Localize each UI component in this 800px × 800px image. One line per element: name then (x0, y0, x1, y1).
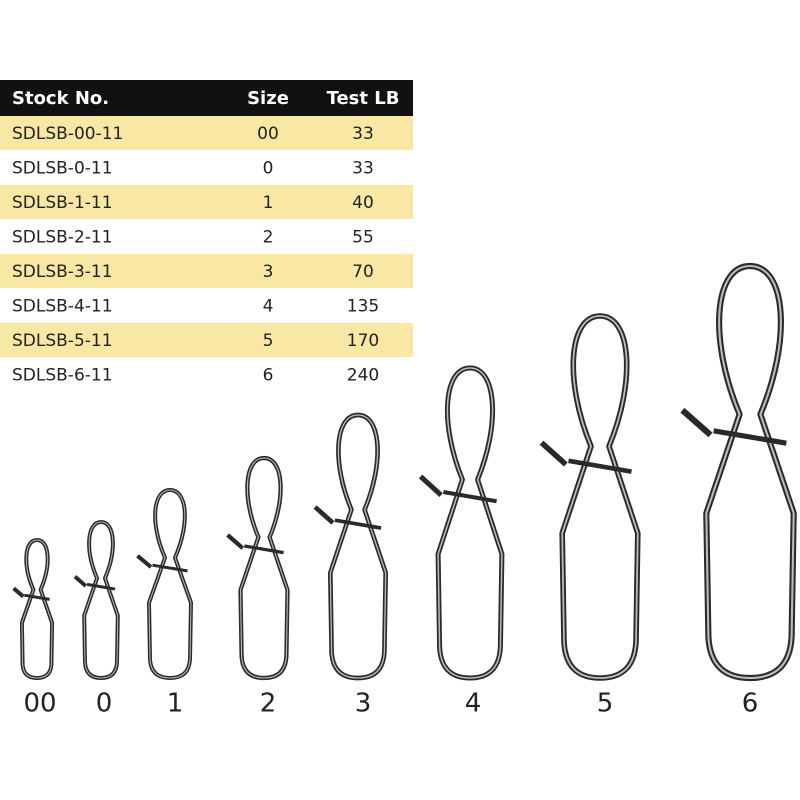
table-cell: SDLSB-4-11 (12, 297, 113, 317)
snap-crossbar (152, 563, 188, 573)
table-cell: 3 (263, 262, 274, 282)
size-label: 2 (260, 689, 277, 719)
table-row-bg (0, 116, 413, 150)
snap-wire-highlight (83, 521, 119, 679)
snap-stub (313, 505, 335, 525)
snap-wire-highlight (148, 489, 192, 679)
size-label: 3 (355, 689, 372, 719)
table-cell: SDLSB-2-11 (12, 228, 113, 248)
table-cell: 4 (263, 297, 274, 317)
table-cell: 6 (263, 366, 274, 386)
snap-wire-highlight (239, 457, 289, 679)
size-label: 5 (597, 689, 614, 719)
size-label: 00 (23, 689, 56, 719)
snap-crossbar (24, 593, 50, 601)
table-header-cell: Size (247, 88, 289, 109)
snap-crossbar (568, 458, 632, 474)
snap-wire-highlight (437, 367, 503, 679)
size-label: 4 (465, 689, 482, 719)
snap-stub (73, 575, 88, 588)
table-cell: 1 (263, 193, 274, 213)
snap-crossbar (443, 490, 497, 504)
size-label: 1 (167, 689, 184, 719)
table-cell: SDLSB-5-11 (12, 331, 113, 351)
snap-crossbar (86, 582, 116, 591)
snap-crossbar (244, 544, 284, 555)
table-cell: 40 (352, 193, 374, 213)
snap-wire-highlight (561, 315, 639, 679)
table-header-cell: Test LB (327, 88, 400, 109)
snap-stub (12, 586, 25, 599)
table-cell: SDLSB-6-11 (12, 366, 113, 386)
table-cell: 240 (347, 366, 379, 386)
table-cell: 55 (352, 228, 374, 248)
table-cell: SDLSB-3-11 (12, 262, 113, 282)
table-header-cell: Stock No. (12, 88, 109, 109)
snap-stub (226, 533, 245, 550)
snap-wire-highlight (329, 414, 387, 679)
snap-wire-highlight (705, 264, 795, 680)
table-row-bg (0, 254, 413, 288)
table-header-bg (0, 80, 413, 116)
table-cell: SDLSB-00-11 (12, 124, 123, 144)
table-row-bg (0, 185, 413, 219)
table-cell: 135 (347, 297, 379, 317)
table-cell: SDLSB-0-11 (12, 159, 113, 179)
snap-stub (680, 407, 713, 438)
table-cell: 70 (352, 262, 374, 282)
snap-wire-highlight (21, 539, 53, 679)
table-row-bg (0, 323, 413, 357)
snap-stub (136, 554, 153, 569)
table-cell: 2 (263, 228, 274, 248)
snap-crossbar (334, 518, 382, 530)
snap-crossbar (713, 428, 787, 446)
snap-stub (418, 474, 443, 497)
snap-stub (539, 440, 568, 467)
size-label: 6 (742, 689, 759, 719)
table-cell: 00 (257, 124, 279, 144)
size-label: 0 (96, 689, 113, 719)
table-cell: 170 (347, 331, 379, 351)
table-cell: SDLSB-1-11 (12, 193, 113, 213)
table-cell: 5 (263, 331, 274, 351)
table-cell: 33 (352, 124, 374, 144)
table-cell: 33 (352, 159, 374, 179)
table-cell: 0 (263, 159, 274, 179)
